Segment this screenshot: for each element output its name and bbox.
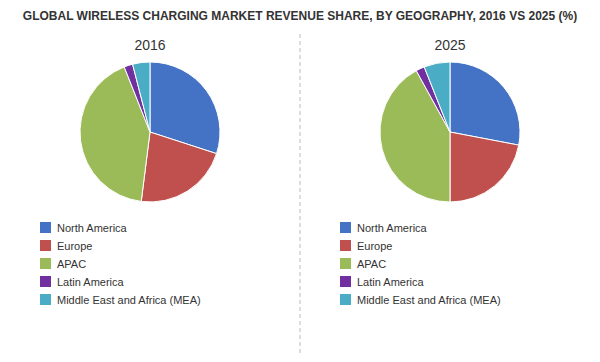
legend: North America Europe APAC Latin America Midd… [340, 222, 501, 306]
pie-panel: 2016 North America Europe APAC Latin America… [40, 37, 220, 306]
legend-item: APAC [40, 258, 86, 270]
legend-item: Latin America [40, 276, 125, 288]
pie-slice [450, 62, 520, 145]
legend-item: Middle East and Africa (MEA) [340, 294, 501, 306]
chart-root: GLOBAL WIRELESS CHARGING MARKET REVENUE … [0, 0, 600, 362]
chart-title: GLOBAL WIRELESS CHARGING MARKET REVENUE … [23, 9, 577, 23]
legend-label: Europe [357, 240, 392, 252]
pie-title: 2016 [134, 37, 165, 53]
legend-item: APAC [340, 258, 386, 270]
legend-swatch [40, 294, 51, 305]
legend-label: Middle East and Africa (MEA) [57, 294, 201, 306]
legend-label: North America [57, 222, 128, 234]
legend-label: APAC [357, 258, 386, 270]
legend-label: Latin America [357, 276, 425, 288]
legend-item: Europe [340, 240, 392, 252]
pie-slice [141, 132, 216, 202]
pie-slice [133, 62, 150, 132]
legend-label: Latin America [57, 276, 125, 288]
legend-swatch [340, 240, 351, 251]
pie-slice [424, 62, 450, 132]
legend-swatch [340, 222, 351, 233]
pie-slice [450, 132, 519, 202]
legend-swatch [40, 222, 51, 233]
legend-item: Europe [40, 240, 92, 252]
legend-item: North America [340, 222, 428, 234]
pie-title: 2025 [434, 37, 465, 53]
legend-label: Europe [57, 240, 92, 252]
pie [80, 62, 220, 202]
pie-panel: 2025 North America Europe APAC Latin America… [340, 37, 520, 306]
divider [300, 34, 301, 354]
legend-label: Middle East and Africa (MEA) [357, 294, 501, 306]
legend-item: Latin America [340, 276, 425, 288]
legend-item: Middle East and Africa (MEA) [40, 294, 201, 306]
legend-swatch [340, 276, 351, 287]
legend-swatch [40, 258, 51, 269]
legend: North America Europe APAC Latin America Midd… [40, 222, 201, 306]
legend-label: North America [357, 222, 428, 234]
legend-item: North America [40, 222, 128, 234]
legend-swatch [40, 276, 51, 287]
pie [380, 62, 520, 202]
legend-swatch [40, 240, 51, 251]
legend-label: APAC [57, 258, 86, 270]
legend-swatch [340, 258, 351, 269]
legend-swatch [340, 294, 351, 305]
